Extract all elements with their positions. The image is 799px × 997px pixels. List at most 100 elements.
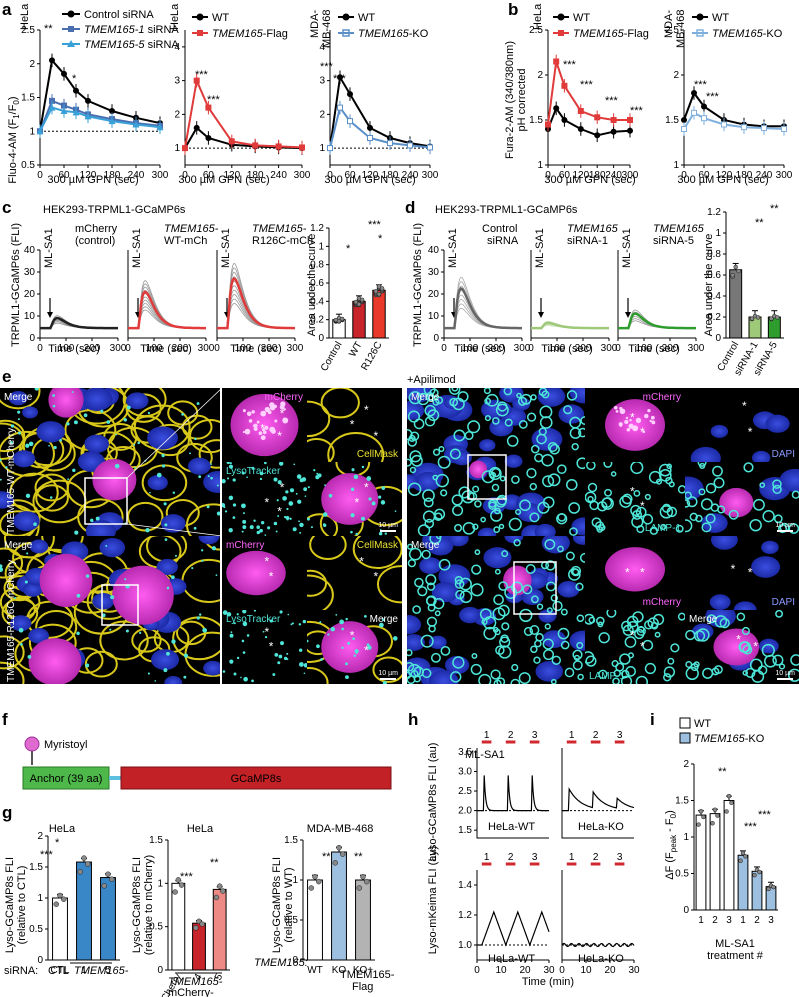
lyso-dot bbox=[243, 676, 248, 682]
mcherry-cell bbox=[28, 638, 82, 684]
lamp1-ring bbox=[493, 594, 504, 606]
lyso-dot bbox=[66, 422, 70, 426]
trace-mean bbox=[128, 290, 206, 330]
nucleus bbox=[431, 582, 459, 603]
lyso-dot bbox=[196, 616, 200, 620]
lyso-dot bbox=[106, 420, 111, 424]
data-point bbox=[72, 108, 80, 116]
lyso-dot bbox=[110, 595, 115, 600]
h-axis bbox=[476, 748, 549, 839]
stim-label: 2 bbox=[593, 852, 599, 863]
ytick-label: 1 bbox=[715, 228, 721, 239]
lyso-dot bbox=[222, 503, 226, 508]
lyso-dot bbox=[216, 484, 219, 487]
c-sig-3: * bbox=[346, 243, 351, 255]
cell-membrane bbox=[307, 437, 335, 462]
nucleus bbox=[483, 547, 512, 569]
ytick-label: 1 bbox=[292, 875, 298, 886]
ytick-label: 4 bbox=[174, 42, 180, 53]
lamp1-ring bbox=[495, 403, 509, 417]
lyso-dot bbox=[201, 559, 204, 562]
lamp1-ring bbox=[417, 524, 431, 536]
nucleus bbox=[752, 450, 771, 462]
lamp1-ring bbox=[436, 536, 442, 540]
image-content: Merge bbox=[407, 388, 585, 536]
lamp1-ring bbox=[417, 392, 430, 406]
lyso-dot bbox=[277, 480, 282, 485]
image-content: * * CellMask bbox=[307, 536, 402, 610]
lamp1-ring bbox=[791, 490, 799, 499]
lamp1-ring bbox=[627, 652, 635, 659]
lyso-dot bbox=[17, 410, 21, 414]
lyso-dot bbox=[286, 518, 289, 521]
bar bbox=[171, 882, 186, 971]
lyso-dot bbox=[287, 613, 290, 616]
ytick-label: 2.0 bbox=[458, 806, 472, 817]
bar-dot bbox=[376, 291, 382, 297]
lyso-dot bbox=[145, 528, 150, 533]
nucleus bbox=[427, 536, 454, 556]
e-merge-wt: Merge bbox=[0, 388, 220, 536]
data-point bbox=[553, 105, 560, 112]
nucleus bbox=[99, 537, 126, 558]
lyso-dot bbox=[34, 388, 39, 391]
lyso-dot bbox=[226, 462, 231, 465]
lyso-dot bbox=[25, 443, 30, 448]
lamp1-ring bbox=[428, 625, 436, 633]
xtick-label: 200 bbox=[172, 343, 189, 354]
lyso-dot bbox=[133, 443, 136, 446]
e-api-wt-mcherry: * * mCherry bbox=[585, 388, 685, 462]
lyso-dot bbox=[126, 405, 131, 410]
nucleus bbox=[569, 630, 585, 651]
d-sig-1: ** bbox=[770, 203, 779, 215]
ytick-label: 3.5 bbox=[458, 747, 472, 758]
lyso-dot bbox=[371, 501, 376, 506]
lamp1-ring bbox=[511, 663, 519, 672]
lamp1-ring bbox=[573, 654, 580, 661]
lamp1-ring bbox=[529, 482, 538, 491]
lyso-dot bbox=[0, 567, 4, 572]
bar-dot bbox=[775, 315, 780, 320]
lamp1-ring bbox=[483, 626, 497, 640]
mcherry-puncta bbox=[253, 426, 258, 431]
asterisk: * bbox=[350, 418, 355, 432]
lyso-dot bbox=[211, 546, 217, 551]
d2-mlsa1: ML-SA1 bbox=[534, 228, 546, 268]
lamp1-ring bbox=[560, 640, 570, 650]
lyso-dot bbox=[263, 462, 267, 465]
ytick-label: 30 bbox=[24, 267, 36, 278]
data-point bbox=[84, 112, 92, 120]
ytick-label: 0 bbox=[715, 333, 721, 344]
b-ylabel-2: pH corrected bbox=[516, 69, 528, 132]
lamp1-ring bbox=[457, 391, 469, 403]
lamp1-ring bbox=[649, 526, 659, 535]
xtick-label: 0 bbox=[37, 343, 43, 354]
g3-tmemflag: TMEM165- bbox=[340, 969, 395, 981]
channel-label: mCherry bbox=[226, 540, 264, 551]
data-point bbox=[427, 144, 433, 151]
i-sig-3: *** bbox=[744, 821, 758, 833]
image-bg bbox=[307, 388, 402, 462]
ytick-label: 1.5 bbox=[675, 796, 689, 807]
lyso-dot bbox=[259, 528, 263, 533]
data-point bbox=[48, 104, 56, 111]
arrow-head bbox=[47, 312, 53, 318]
lyso-dot bbox=[277, 661, 281, 665]
trace-d2: 0 100 200 300 bbox=[528, 250, 618, 354]
lyso-dot bbox=[304, 495, 307, 498]
zoom-box-r bbox=[101, 584, 139, 626]
i-sig-1: ** bbox=[718, 766, 727, 778]
a2-cell-label: HeLa bbox=[169, 3, 181, 30]
xtick-label: 0 bbox=[681, 170, 687, 181]
cell-membrane bbox=[0, 547, 24, 579]
c1-title-2: (control) bbox=[75, 235, 115, 247]
lyso-dot bbox=[25, 493, 31, 498]
g3-flag: Flag bbox=[352, 981, 373, 993]
f-anchor: Anchor (39 aa) bbox=[30, 773, 103, 785]
xtick-label: 100 bbox=[58, 343, 75, 354]
data-point bbox=[387, 140, 393, 147]
nucleus bbox=[535, 661, 564, 682]
arrow-head bbox=[625, 312, 631, 318]
xtick-label: 10 bbox=[495, 965, 507, 976]
